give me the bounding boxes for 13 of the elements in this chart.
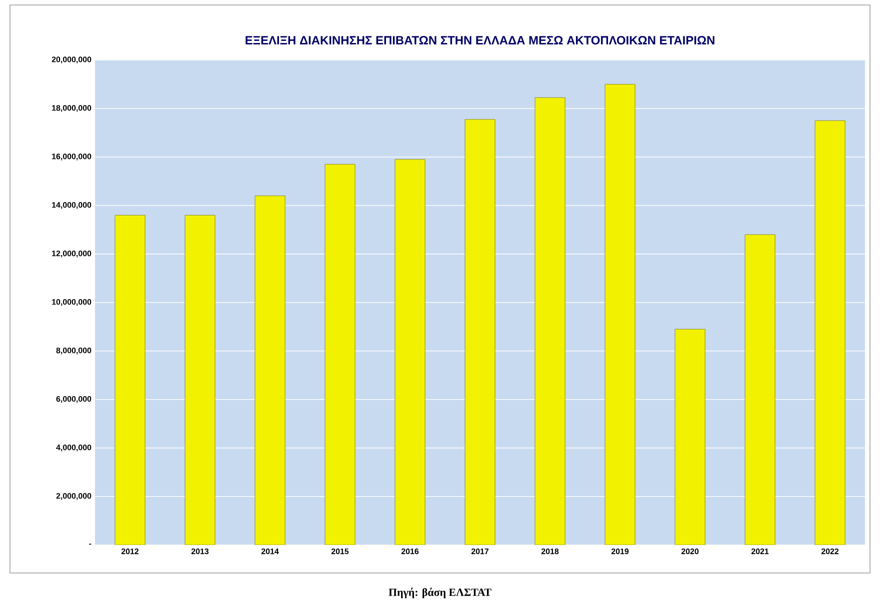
bar xyxy=(324,164,356,545)
chart-title: ΕΞΕΛΙΞΗ ΔΙΑΚΙΝΗΣΗΣ ΕΠΙΒΑΤΩΝ ΣΤΗΝ ΕΛΛΑΔΑ ΜΕΣΩ ΑΚΤΟΠΛΟΙΚΩΝ ΕΤΑΙΡΙΩΝ xyxy=(246,36,714,44)
bar xyxy=(814,120,846,545)
bar xyxy=(254,196,286,545)
bar xyxy=(184,214,216,545)
bar xyxy=(674,328,706,545)
bar xyxy=(464,119,496,545)
bar xyxy=(604,84,636,545)
bar xyxy=(534,97,566,545)
text: Πηγή: βάση ΕΛΣΤΑΤ xyxy=(388,588,492,598)
bar xyxy=(114,214,146,545)
bar xyxy=(394,159,426,545)
bar xyxy=(744,234,776,545)
